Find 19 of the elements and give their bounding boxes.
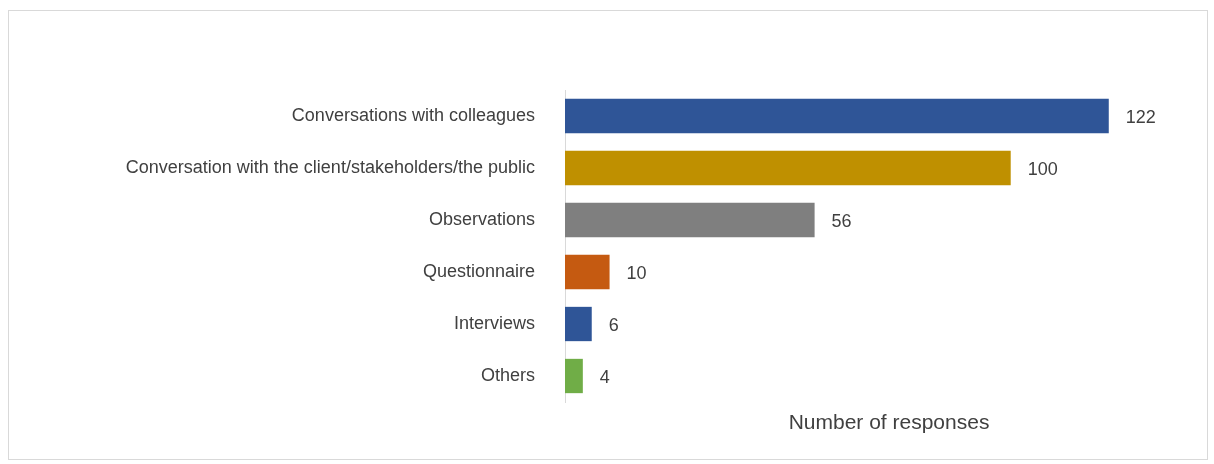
y-tick-label: Observations bbox=[428, 208, 535, 229]
y-tick-label: Interviews bbox=[453, 312, 535, 333]
y-tick-label: Others bbox=[480, 364, 535, 385]
data-label: 6 bbox=[608, 314, 619, 335]
bar bbox=[565, 306, 592, 342]
bar bbox=[565, 254, 610, 290]
data-label: 122 bbox=[1125, 106, 1156, 127]
data-label: 56 bbox=[831, 210, 852, 231]
bar bbox=[565, 358, 583, 394]
y-tick-label: Questionnaire bbox=[422, 260, 535, 281]
bar bbox=[565, 202, 815, 238]
y-tick-label: Conversations with colleagues bbox=[291, 104, 535, 125]
bar bbox=[565, 98, 1109, 134]
y-tick-label: Conversation with the client/stakeholders/the public bbox=[125, 156, 535, 177]
data-label: 4 bbox=[599, 366, 610, 387]
bar bbox=[565, 150, 1011, 186]
data-label: 100 bbox=[1027, 158, 1058, 179]
data-label: 10 bbox=[626, 262, 647, 283]
x-axis-title: Number of responses bbox=[788, 409, 990, 433]
